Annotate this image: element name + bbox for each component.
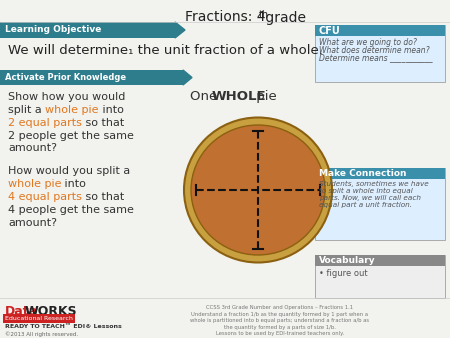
Text: CFU: CFU — [319, 25, 341, 35]
Ellipse shape — [184, 118, 332, 263]
Text: Make Connection: Make Connection — [319, 169, 406, 178]
Bar — [315, 255, 445, 298]
Text: pie: pie — [252, 90, 277, 103]
Text: into: into — [99, 105, 124, 115]
Text: Learning Objective: Learning Objective — [5, 25, 101, 34]
Text: into: into — [62, 179, 86, 189]
Text: We will determine₁ the unit fraction of a whole.: We will determine₁ the unit fraction of … — [8, 44, 323, 57]
Text: 2 equal parts: 2 equal parts — [8, 118, 82, 128]
Bar — [315, 168, 445, 240]
Text: Vocabulary: Vocabulary — [319, 256, 376, 265]
Text: amount?: amount? — [8, 218, 57, 228]
Text: Activate Prior Knowledge: Activate Prior Knowledge — [5, 73, 126, 82]
Text: READY TO TEACH™ EDI® Lessons: READY TO TEACH™ EDI® Lessons — [5, 324, 122, 329]
Text: 2 people get the same: 2 people get the same — [8, 130, 134, 141]
Bar — [0, 70, 183, 85]
Text: WHOLE: WHOLE — [212, 90, 266, 103]
Text: so that: so that — [82, 192, 124, 202]
Text: grade: grade — [261, 11, 306, 25]
Text: Educational Research: Educational Research — [5, 316, 73, 321]
Text: so that: so that — [82, 118, 124, 128]
Text: whole pie: whole pie — [8, 179, 62, 189]
Text: 4 equal parts: 4 equal parts — [8, 192, 82, 202]
Text: CCSS 3rd Grade Number and Operations – Fractions 1.1
Understand a fraction 1/b a: CCSS 3rd Grade Number and Operations – F… — [190, 305, 369, 336]
Text: th: th — [259, 10, 269, 20]
Text: • figure out: • figure out — [319, 269, 368, 278]
Text: 4 people get the same: 4 people get the same — [8, 205, 134, 215]
Text: amount?: amount? — [8, 143, 57, 153]
Text: ©2013 All rights reserved.: ©2013 All rights reserved. — [5, 331, 78, 337]
Text: whole pie: whole pie — [45, 105, 99, 115]
Text: Students, sometimes we have
to split a whole into equal
parts. Now, we will call: Students, sometimes we have to split a w… — [319, 181, 429, 208]
Text: One: One — [190, 90, 221, 103]
Polygon shape — [183, 70, 192, 85]
Bar — [315, 25, 445, 82]
Text: Fractions: 4: Fractions: 4 — [185, 10, 265, 24]
Text: Determine means ___________: Determine means ___________ — [319, 53, 432, 62]
Text: What are we going to do?: What are we going to do? — [319, 38, 417, 47]
Text: split a: split a — [8, 105, 45, 115]
Text: What does determine mean?: What does determine mean? — [319, 46, 430, 55]
Text: Show how you would: Show how you would — [8, 92, 126, 102]
Text: How would you split a: How would you split a — [8, 167, 130, 176]
Text: Data: Data — [5, 305, 38, 318]
Bar — [0, 22, 175, 38]
Bar — [315, 25, 445, 36]
Bar — [315, 255, 445, 266]
Polygon shape — [175, 22, 185, 38]
Text: WORKS: WORKS — [25, 305, 77, 318]
Ellipse shape — [191, 125, 325, 255]
Bar — [315, 168, 445, 179]
